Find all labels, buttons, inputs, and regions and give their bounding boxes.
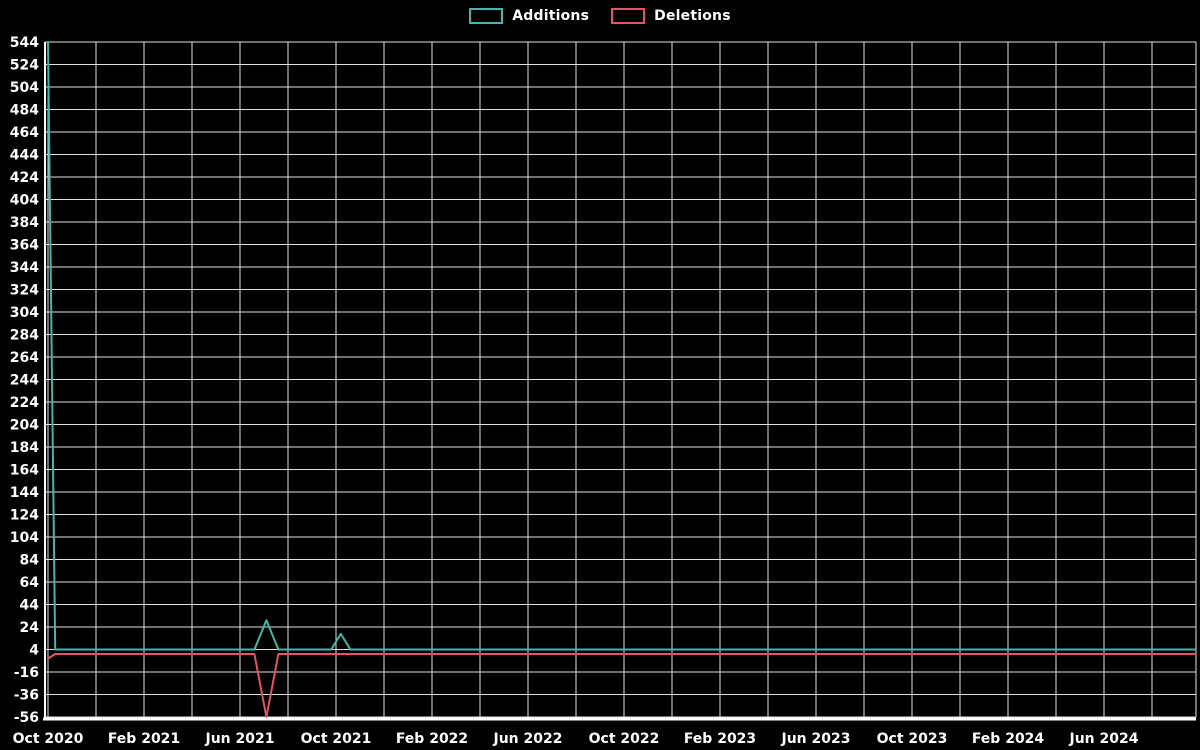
series-line-deletions	[47, 653, 1197, 718]
x-tick-label: Oct 2023	[877, 731, 948, 747]
x-tick-label: Jun 2024	[1069, 731, 1139, 747]
y-tick-label: 84	[20, 553, 40, 569]
x-tick-label: Feb 2024	[972, 731, 1045, 747]
y-tick-label: 444	[10, 148, 39, 164]
x-tick-label: Feb 2022	[396, 731, 468, 747]
y-tick-label: 344	[10, 260, 39, 276]
y-tick-label: 44	[20, 598, 40, 614]
deletions-swatch-icon	[611, 8, 646, 24]
x-tick-label: Oct 2021	[301, 731, 372, 747]
x-tick-label: Jun 2023	[781, 731, 851, 747]
y-tick-label: 204	[10, 418, 39, 434]
y-tick-label: 364	[10, 238, 39, 254]
y-tick-label: 524	[10, 58, 39, 74]
y-tick-label: 164	[10, 463, 39, 479]
y-tick-label: 244	[10, 373, 39, 389]
y-tick-label: 484	[10, 103, 39, 119]
y-tick-label: 104	[10, 530, 39, 546]
y-tick-label: 324	[10, 283, 39, 299]
x-tick-label: Oct 2022	[589, 731, 660, 747]
series-line-additions	[47, 41, 1197, 651]
y-tick-label: 224	[10, 395, 39, 411]
legend-item-deletions[interactable]: Deletions	[611, 8, 731, 24]
legend-item-additions[interactable]: Additions	[469, 8, 589, 24]
x-tick-label: Jun 2022	[493, 731, 563, 747]
y-tick-label: 464	[10, 125, 39, 141]
y-tick-label: 384	[10, 215, 39, 231]
x-tick-label: Oct 2020	[13, 731, 84, 747]
y-tick-label: 24	[20, 620, 40, 636]
x-tick-label: Jun 2021	[205, 731, 275, 747]
legend-label-deletions: Deletions	[654, 8, 731, 24]
y-tick-label: 144	[10, 485, 39, 501]
additions-swatch-icon	[469, 8, 504, 24]
x-tick-label: Feb 2021	[108, 731, 180, 747]
x-tick-label: Feb 2023	[684, 731, 756, 747]
y-tick-label: 424	[10, 170, 39, 186]
y-tick-label: 544	[10, 35, 39, 51]
y-tick-label: -56	[14, 710, 39, 726]
y-tick-label: 184	[10, 440, 39, 456]
y-tick-label: 284	[10, 328, 39, 344]
chart-legend: Additions Deletions	[0, 8, 1200, 24]
y-tick-label: 404	[10, 193, 39, 209]
legend-label-additions: Additions	[512, 8, 590, 24]
y-tick-label: -36	[14, 688, 39, 704]
y-tick-label: 4	[29, 643, 39, 659]
y-tick-label: 264	[10, 350, 39, 366]
y-tick-label: 64	[20, 575, 40, 591]
y-tick-label: -16	[14, 665, 39, 681]
y-tick-label: 504	[10, 80, 39, 96]
y-tick-label: 124	[10, 508, 39, 524]
y-tick-label: 304	[10, 305, 39, 321]
